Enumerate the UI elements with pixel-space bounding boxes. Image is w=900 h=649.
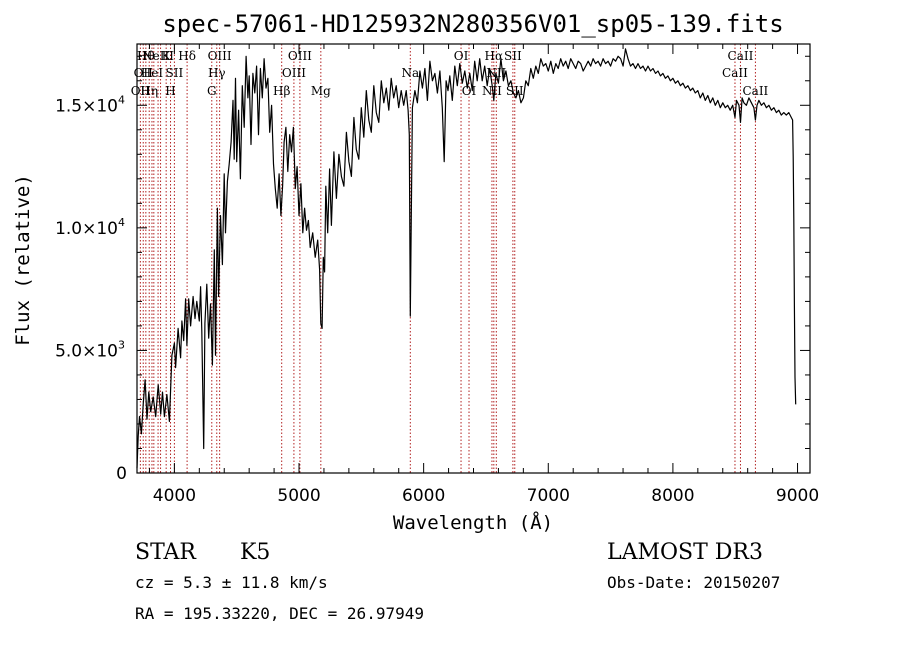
line-marker-label: CaII	[742, 84, 768, 98]
line-marker-label: Hη	[140, 84, 158, 98]
line-marker-label: SII	[504, 49, 522, 63]
object-class: STAR	[135, 540, 197, 565]
line-marker-label: H	[165, 84, 175, 98]
plot-frame	[136, 43, 811, 474]
x-tick-label: 8000	[651, 486, 694, 506]
line-marker-label: Hγ	[208, 66, 226, 80]
chart-title: spec-57061-HD125932N280356V01_sp05-139.f…	[162, 10, 783, 38]
y-tick-label: 5.0×103	[55, 338, 125, 361]
flux-series-line	[136, 48, 797, 469]
line-marker-label: SII	[166, 66, 184, 80]
x-tick-label: 7000	[527, 486, 570, 506]
redshift-text: cz = 5.3 ± 11.8 km/s	[135, 573, 328, 592]
y-tick-base: 1.0×10	[55, 219, 118, 239]
y-tick-exponent: 4	[118, 93, 125, 106]
line-marker-label: HeI	[141, 66, 164, 80]
coordinates-text: RA = 195.33220, DEC = 26.97949	[135, 604, 424, 623]
line-marker-label: Hα	[485, 49, 504, 63]
x-tick-label: 5000	[277, 486, 320, 506]
line-marker-label: OIII	[282, 66, 306, 80]
line-marker-label: Hβ	[273, 84, 290, 98]
object-subclass: K5	[240, 540, 270, 565]
line-marker-label: CaII	[722, 66, 748, 80]
y-tick-label: 1.0×104	[55, 216, 125, 239]
x-axis-label: Wavelength (Å)	[393, 511, 553, 534]
line-marker-label: OI	[454, 49, 469, 63]
line-marker-label: OII	[134, 66, 154, 80]
line-marker-label: OII	[131, 84, 151, 98]
line-marker-label: OIII	[288, 49, 312, 63]
observation-date: Obs-Date: 20150207	[607, 573, 780, 592]
x-tick-label: 6000	[402, 486, 445, 506]
line-marker-label: Hδ	[178, 49, 196, 63]
x-tick-label: 9000	[776, 486, 819, 506]
y-axis-label: Flux (relative)	[12, 174, 34, 346]
x-axis-ticks: 4000 5000 6000 7000 8000 9000	[148, 44, 819, 506]
line-marker-label: Na	[401, 66, 419, 80]
x-tick-label: 4000	[153, 486, 196, 506]
y-tick-label: 0	[116, 464, 127, 484]
line-marker-label: K	[162, 49, 172, 63]
line-marker-label: G	[207, 84, 217, 98]
y-tick-base: 0	[116, 464, 127, 484]
y-tick-exponent: 4	[118, 216, 125, 229]
y-tick-label: 1.5×104	[55, 93, 125, 116]
y-tick-base: 1.5×10	[55, 96, 118, 116]
line-marker-label: OI	[462, 84, 477, 98]
line-marker-label: NII	[482, 84, 502, 98]
line-marker-label: Mg	[311, 84, 331, 98]
y-tick-exponent: 3	[118, 338, 125, 351]
line-marker-label: OIII	[208, 49, 232, 63]
survey-name: LAMOST DR3	[607, 540, 763, 565]
y-tick-base: 5.0×10	[55, 341, 118, 361]
line-marker-label: Hθ	[137, 49, 155, 63]
line-marker-label: CaII	[728, 49, 754, 63]
line-marker-label: NeIII	[142, 49, 174, 63]
